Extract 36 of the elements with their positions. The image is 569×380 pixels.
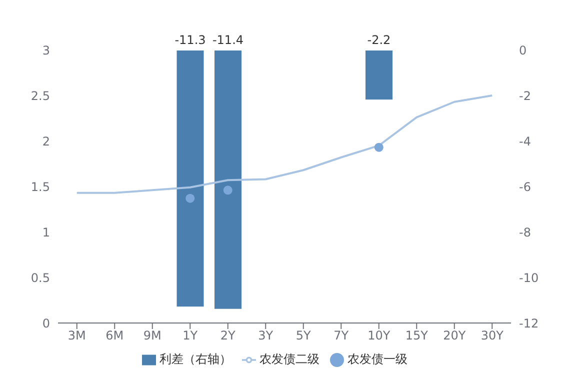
y2-tick-label: 0 — [519, 43, 527, 58]
data-label: -2.2 — [367, 33, 391, 47]
point — [186, 194, 195, 203]
x-tick-label: 2Y — [220, 328, 236, 343]
y2-tick-label: -2 — [519, 88, 531, 103]
y-tick-label: 1 — [42, 225, 50, 240]
y-tick-label: 3 — [42, 43, 50, 58]
data-label: -11.3 — [174, 33, 206, 47]
y-tick-label: 0 — [42, 316, 50, 330]
data-label: -11.4 — [212, 33, 244, 47]
legend-label: 农发债一级 — [348, 352, 408, 366]
x-tick-label: 10Y — [368, 328, 391, 343]
y-tick-label: 1.5 — [30, 180, 50, 194]
legend-label: 利差（右轴） — [160, 352, 232, 366]
x-tick-label: 30Y — [480, 328, 504, 343]
legend-label: 农发债二级 — [260, 352, 320, 366]
y2-tick-label: -4 — [519, 134, 531, 148]
x-tick-label: 6M — [106, 328, 124, 343]
x-tick-label: 20Y — [443, 328, 466, 343]
y-tick-label: 2.5 — [30, 88, 50, 103]
x-tick-label: 3M — [68, 328, 86, 343]
y-tick-label: 0.5 — [30, 270, 50, 285]
line-series — [76, 94, 494, 194]
y2-tick-label: -12 — [519, 316, 539, 330]
y2-tick-label: -6 — [519, 180, 531, 194]
x-tick-label: 15Y — [405, 328, 429, 343]
point — [374, 142, 384, 152]
x-tick-label: 7Y — [334, 328, 350, 343]
point — [223, 186, 232, 195]
y2-tick-label: -10 — [519, 270, 539, 285]
y-tick-label: 2 — [42, 134, 50, 148]
x-tick-label: 3Y — [258, 328, 274, 343]
y2-tick-label: -8 — [519, 225, 531, 240]
x-tick-label: 9M — [143, 328, 162, 343]
x-tick-label: 1Y — [182, 328, 198, 343]
x-tick-label: 5Y — [296, 328, 312, 343]
